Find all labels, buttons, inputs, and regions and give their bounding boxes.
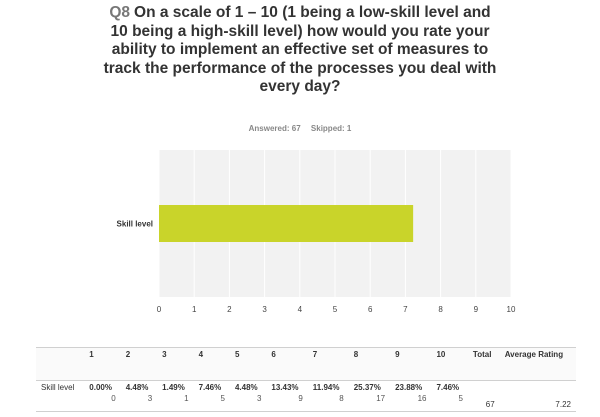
table-header-cell: 1: [84, 347, 121, 381]
question-text: On a scale of 1 – 10 (1 being a low-skil…: [103, 4, 497, 95]
rating-cell: 25.37% 17: [348, 380, 391, 412]
question-title: Q8 On a scale of 1 – 10 (1 being a low-sk…: [100, 4, 500, 97]
table-row: Skill level 0.00% 0 4.48% 3 1.49% 1 7.46% 5 4.48%…: [36, 380, 576, 412]
results-table: 1 2 3 4 5 6 7 8 9 10 Total Average Rating Skill lev…: [36, 347, 576, 412]
x-tick-label: 9: [474, 305, 479, 314]
x-tick-label: 10: [507, 305, 516, 314]
total-cell: 67: [467, 380, 500, 412]
table-header-cell: Average Rating: [499, 347, 576, 381]
rating-cell: 4.48% 3: [229, 380, 267, 412]
rating-cell: 7.46% 5: [193, 380, 230, 412]
rating-cell: 0.00% 0: [84, 380, 121, 412]
table-header-cell: 6: [266, 347, 308, 381]
rating-cell: 4.48% 3: [120, 380, 158, 412]
rating-count: 3: [256, 394, 262, 403]
bar: [159, 205, 414, 242]
x-tick-label: 6: [368, 305, 373, 314]
table-header-row: 1 2 3 4 5 6 7 8 9 10 Total Average Rating: [36, 347, 576, 381]
rating-count: 8: [339, 394, 344, 403]
rating-percent: 7.46%: [198, 383, 222, 392]
rating-count: 16: [417, 394, 427, 403]
table-header-cell: Total: [467, 347, 500, 381]
response-stats: Answered: 67 Skipped: 1: [0, 124, 600, 133]
x-tick-label: 1: [192, 305, 197, 314]
x-tick-label: 8: [438, 305, 443, 314]
rating-percent: 0.00%: [89, 383, 112, 392]
average-rating-cell: 7.22: [499, 380, 576, 412]
rating-cell: 7.46% 5: [431, 380, 468, 412]
rating-percent: 25.37%: [353, 383, 381, 392]
table-header-cell: 4: [193, 347, 230, 381]
rating-percent: 1.49%: [162, 383, 185, 392]
rating-cell: 13.43% 9: [266, 380, 308, 412]
rating-cell: 11.94% 8: [307, 380, 349, 412]
rating-percent: 11.94%: [312, 383, 340, 392]
table-header-cell: 9: [390, 347, 432, 381]
table-header-cell: 8: [348, 347, 391, 381]
question-number: Q8: [109, 4, 131, 21]
rating-percent: 7.46%: [436, 383, 460, 392]
table-header-blank: [36, 347, 85, 381]
rating-percent: 23.88%: [395, 383, 423, 392]
table-header-cell: 5: [229, 347, 267, 381]
rating-count: 17: [376, 394, 386, 403]
answered-count: Answered: 67: [248, 124, 301, 133]
x-tick-label: 4: [298, 305, 303, 314]
table-header-cell: 10: [431, 347, 468, 381]
x-tick-label: 3: [262, 305, 267, 314]
rating-count: 1: [184, 394, 189, 403]
rating-count: 9: [298, 394, 303, 403]
table-header-cell: 7: [307, 347, 349, 381]
rating-percent: 4.48%: [234, 383, 258, 392]
rating-cell: 1.49% 1: [157, 380, 194, 412]
skipped-count: Skipped: 1: [310, 124, 352, 133]
x-tick-label: 0: [157, 305, 162, 314]
rating-percent: 13.43%: [271, 383, 299, 392]
rating-cell: 23.88% 16: [390, 380, 432, 412]
rating-percent: 4.48%: [125, 383, 149, 392]
row-label: Skill level: [36, 380, 85, 412]
rating-count: 3: [147, 394, 153, 403]
rating-count: 5: [458, 394, 463, 403]
x-tick-label: 7: [403, 305, 408, 314]
x-tick-label: 2: [227, 305, 232, 314]
bar-chart: 0 1 2 3 4 5 6 7 8 9 10 Skill level: [117, 150, 516, 314]
rating-count: 0: [111, 394, 116, 403]
table-header-cell: 2: [120, 347, 158, 381]
x-tick-label: 5: [333, 305, 338, 314]
table-header-cell: 3: [157, 347, 194, 381]
rating-count: 5: [220, 394, 225, 403]
category-label: Skill level: [117, 220, 153, 229]
